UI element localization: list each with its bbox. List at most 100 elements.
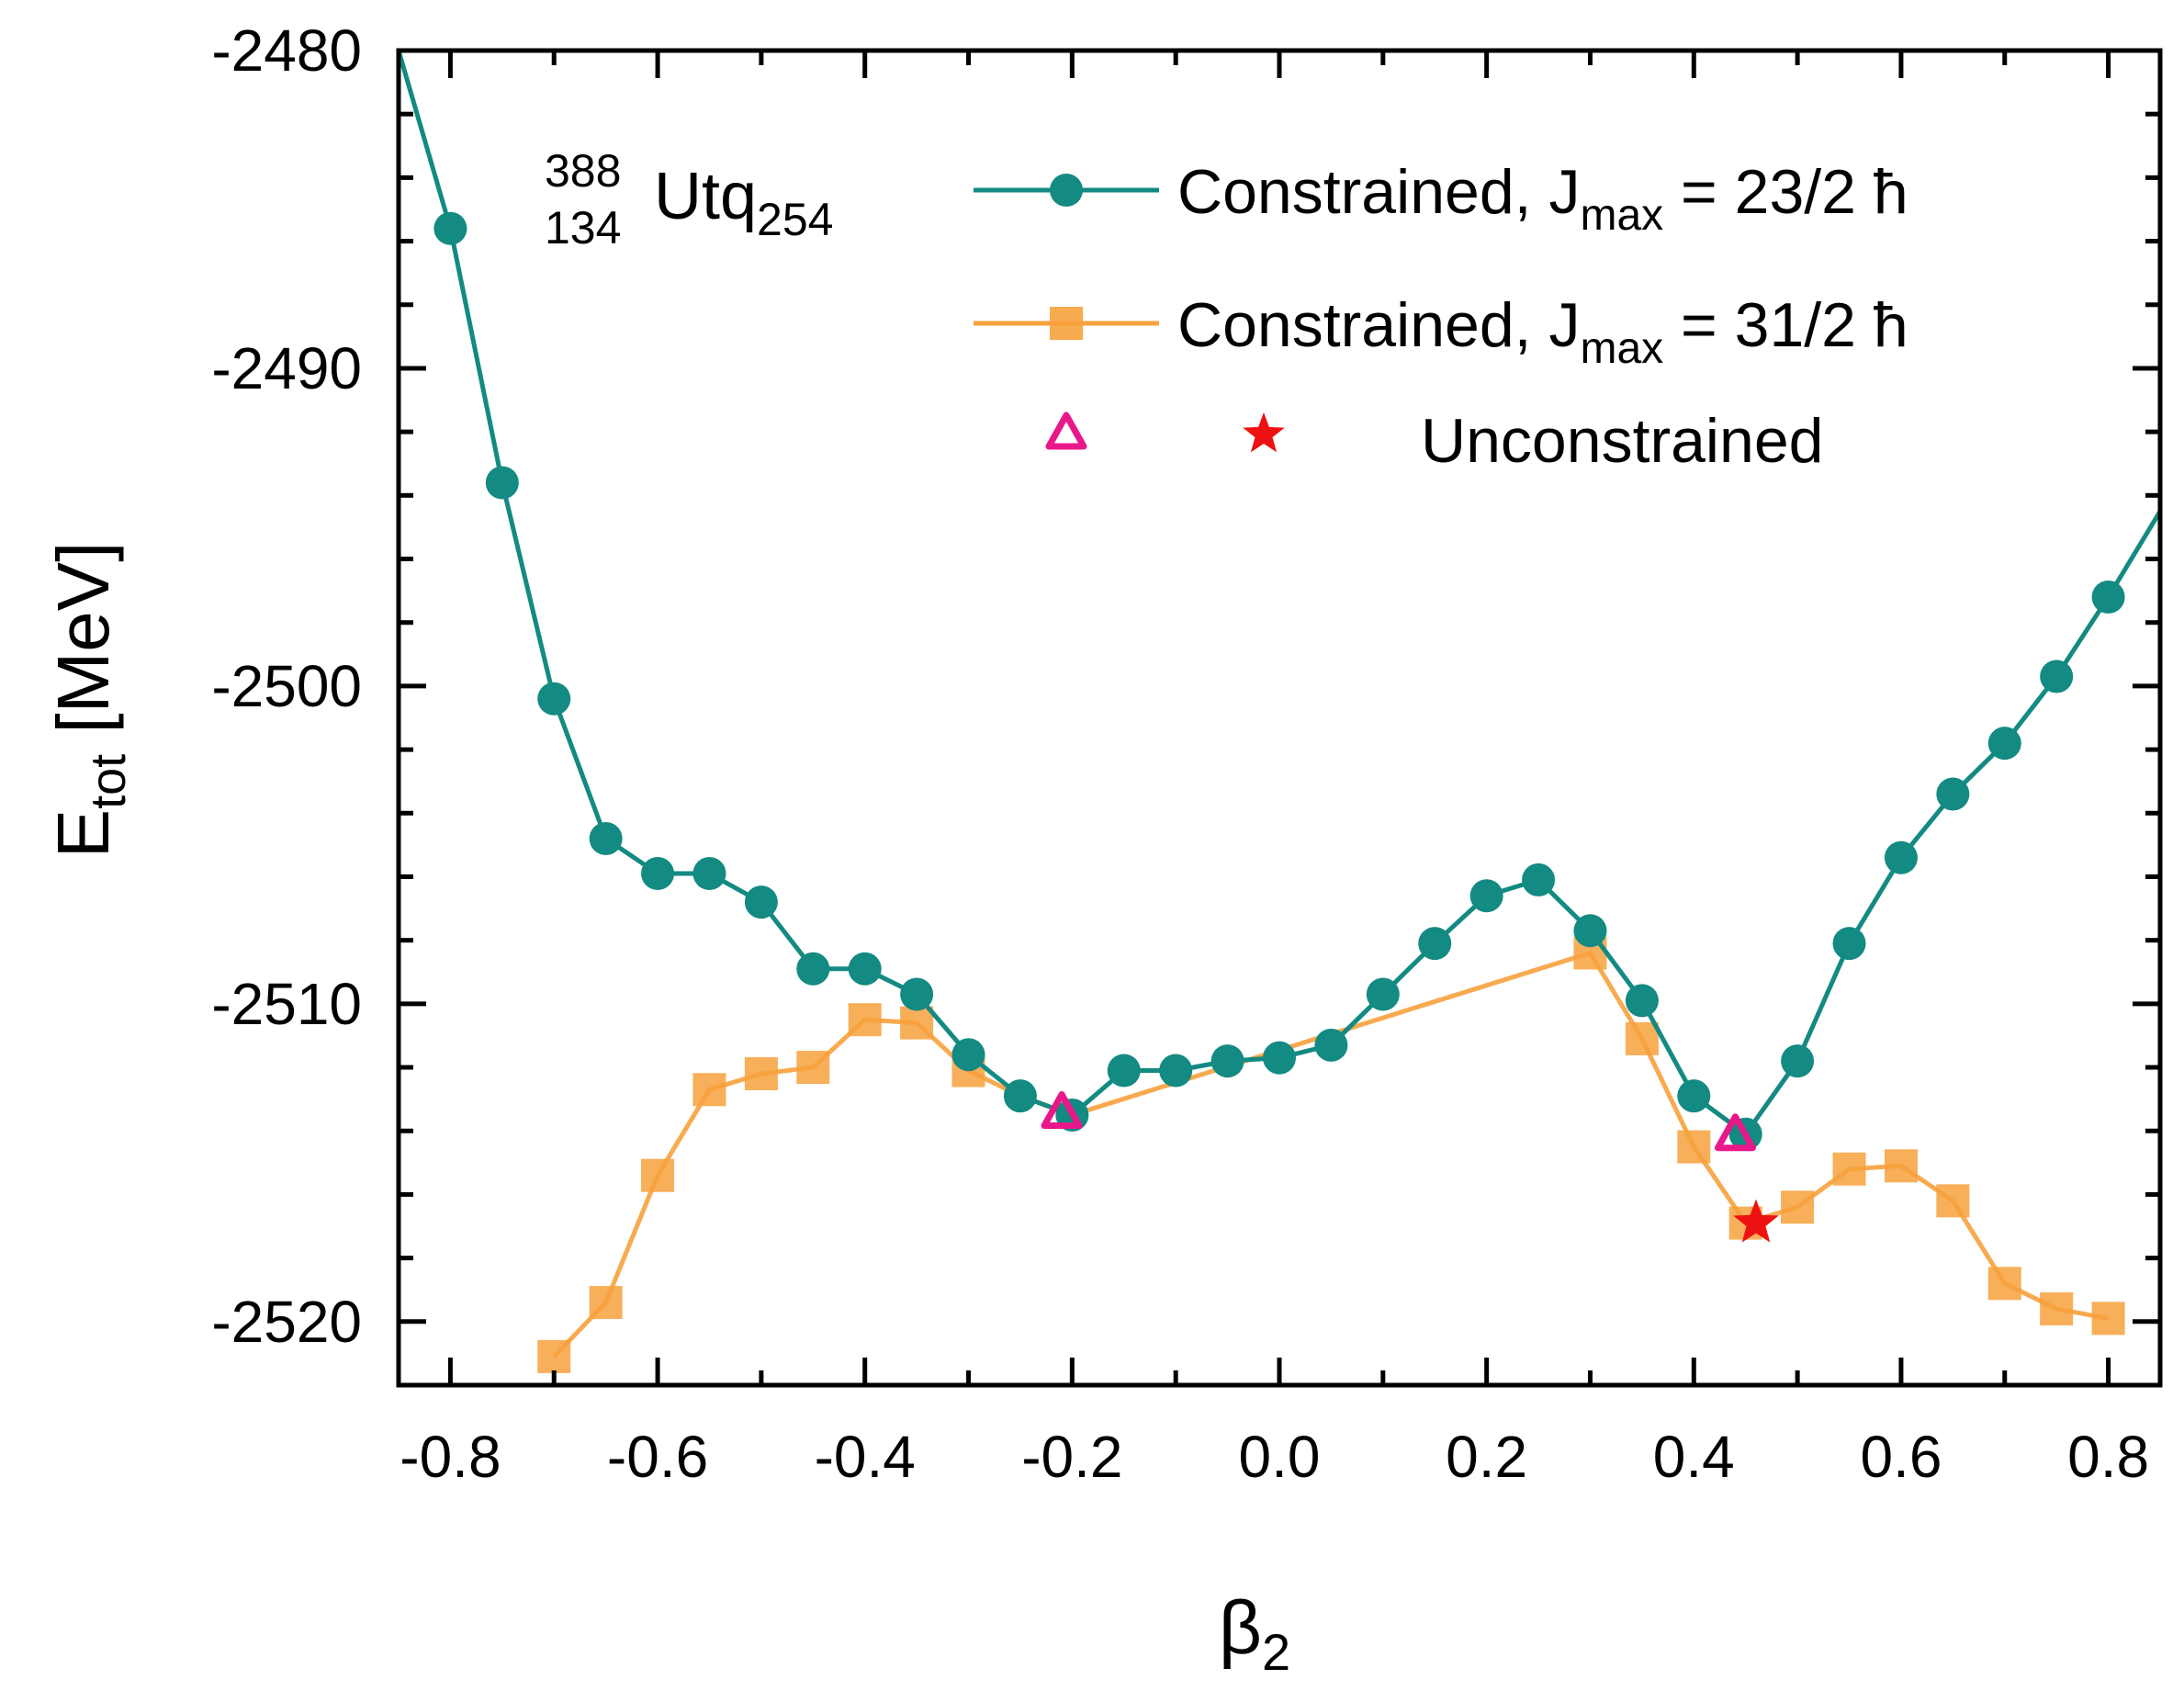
y-axis-title-main: E (42, 809, 124, 858)
data-point-j23 (1677, 1079, 1711, 1113)
series-line-j31 (552, 951, 2110, 1358)
legend-label-j31: Constrained, Jmax = 31/2 ħ (1177, 290, 1908, 373)
legend-label-j31-sub: max (1580, 324, 1663, 373)
data-point-j31 (1987, 1267, 2021, 1301)
data-point-j23 (589, 821, 623, 855)
data-point-j31 (744, 1056, 778, 1090)
legend-label-j23-sub: max (1580, 191, 1663, 240)
data-point-j23 (744, 885, 778, 919)
nucleus-symbol: Utq254 (654, 160, 833, 245)
legend-entry-j31: Constrained, Jmax = 31/2 ħ (974, 290, 1908, 373)
data-point-j23 (1573, 914, 1607, 948)
nucleus-charge-number: 134 (545, 202, 621, 254)
nucleus-mass-number: 388 (545, 145, 621, 197)
x-axis-title-sub: 2 (1262, 1623, 1290, 1681)
data-point-j23 (848, 952, 882, 986)
data-point-j31 (641, 1158, 675, 1192)
x-tick-label: 0.6 (1860, 1424, 1942, 1490)
data-point-j31 (1936, 1184, 1970, 1218)
plot-area (399, 51, 2160, 1373)
data-point-j23 (1936, 777, 1970, 811)
x-tick-label: 0.0 (1239, 1424, 1321, 1490)
legend-label-unconstrained: Unconstrained (1421, 406, 1823, 476)
data-point-j23 (692, 857, 726, 891)
x-tick-label: -0.4 (815, 1424, 916, 1490)
x-axis-title-main: β (1219, 1586, 1262, 1670)
legend-label-j23: Constrained, Jmax = 23/2 ħ (1177, 157, 1908, 240)
legend-label-j31-suffix: = 31/2 ħ (1663, 290, 1908, 360)
data-point-j23 (2040, 659, 2074, 693)
nucleus-symbol-text: Utq (654, 160, 757, 233)
y-tick-label: -2480 (211, 17, 362, 84)
nucleus-neutron-number: 254 (757, 194, 833, 245)
data-point-j31 (537, 1339, 571, 1373)
data-point-j23 (1469, 879, 1503, 913)
x-tick-label: -0.6 (607, 1424, 708, 1490)
data-point-j23 (1159, 1054, 1193, 1088)
data-point-j23 (537, 682, 571, 716)
data-point-j31 (848, 1003, 882, 1037)
data-point-j31 (1781, 1190, 1815, 1224)
axis-ticks: -0.8 -0.6 -0.4 -0.2 0.0 0.2 0.4 0.6 0.8 -2520 -251… (211, 17, 2160, 1490)
legend-triangle-marker (1045, 411, 1087, 450)
data-point-j23 (1625, 984, 1659, 1018)
legend-marker-j31 (1050, 307, 1083, 340)
data-point-j31 (2091, 1302, 2125, 1336)
x-tick-label: -0.8 (400, 1424, 501, 1490)
data-point-j23 (1832, 927, 1866, 961)
x-tick-label: -0.2 (1021, 1424, 1122, 1490)
legend-star-marker (1243, 412, 1285, 453)
y-tick-label: -2490 (211, 335, 362, 401)
legend: Constrained, Jmax = 23/2 ħ Constrained, … (974, 157, 1908, 476)
data-point-j31 (589, 1286, 623, 1320)
x-tick-label: 0.8 (2067, 1424, 2149, 1490)
data-point-j23 (1003, 1079, 1037, 1113)
data-point-j23 (1418, 927, 1452, 961)
y-axis-title: Etot [MeV] (42, 542, 136, 859)
data-point-j23 (433, 211, 467, 245)
data-point-j23 (951, 1038, 985, 1072)
data-point-j31 (1884, 1149, 1918, 1183)
data-point-j31 (2040, 1291, 2074, 1325)
unconstrained-triangle (1041, 1090, 1083, 1129)
data-point-j31 (900, 1006, 934, 1040)
data-point-j31 (796, 1051, 830, 1085)
y-tick-label: -2500 (211, 653, 362, 719)
unconstrained-triangle (1714, 1113, 1756, 1152)
data-point-j23 (1781, 1044, 1815, 1078)
y-tick-label: -2520 (211, 1289, 362, 1355)
data-point-j23 (1314, 1028, 1348, 1062)
x-tick-label: 0.4 (1653, 1424, 1735, 1490)
legend-label-j23-suffix: = 23/2 ħ (1663, 157, 1908, 227)
nucleus-label: 388 134 Utq254 (545, 145, 833, 254)
data-point-j23 (796, 952, 830, 986)
data-point-j23 (485, 466, 519, 500)
data-point-j23 (1522, 862, 1556, 896)
y-tick-label: -2510 (211, 971, 362, 1037)
data-point-j23 (1366, 977, 1400, 1011)
data-point-j31 (1832, 1152, 1866, 1186)
data-point-j31 (692, 1073, 726, 1107)
data-point-j23 (1884, 840, 1918, 874)
data-point-j23 (2091, 581, 2125, 614)
y-axis-title-suffix: [MeV] (42, 542, 124, 754)
data-point-j23 (641, 857, 675, 891)
legend-entry-j23: Constrained, Jmax = 23/2 ħ (974, 157, 1908, 240)
data-point-j31 (1625, 1021, 1659, 1055)
legend-entry-unconstrained: Unconstrained (1045, 406, 1823, 476)
y-axis-title-sub: tot (81, 754, 136, 809)
legend-label-j23-prefix: Constrained, J (1177, 157, 1580, 227)
data-point-j23 (1210, 1044, 1244, 1078)
plot-frame (396, 48, 2163, 1388)
data-point-j23 (1107, 1054, 1141, 1088)
data-point-j23 (900, 977, 934, 1011)
data-point-j31 (1677, 1130, 1711, 1164)
legend-marker-j23 (1050, 174, 1083, 207)
legend-label-j31-prefix: Constrained, J (1177, 290, 1580, 360)
x-tick-label: 0.2 (1446, 1424, 1527, 1490)
x-axis-title: β2 (1219, 1586, 1290, 1681)
data-point-j23 (1263, 1041, 1296, 1075)
unconstrained-star (1733, 1199, 1779, 1243)
data-point-j23 (1987, 727, 2021, 761)
